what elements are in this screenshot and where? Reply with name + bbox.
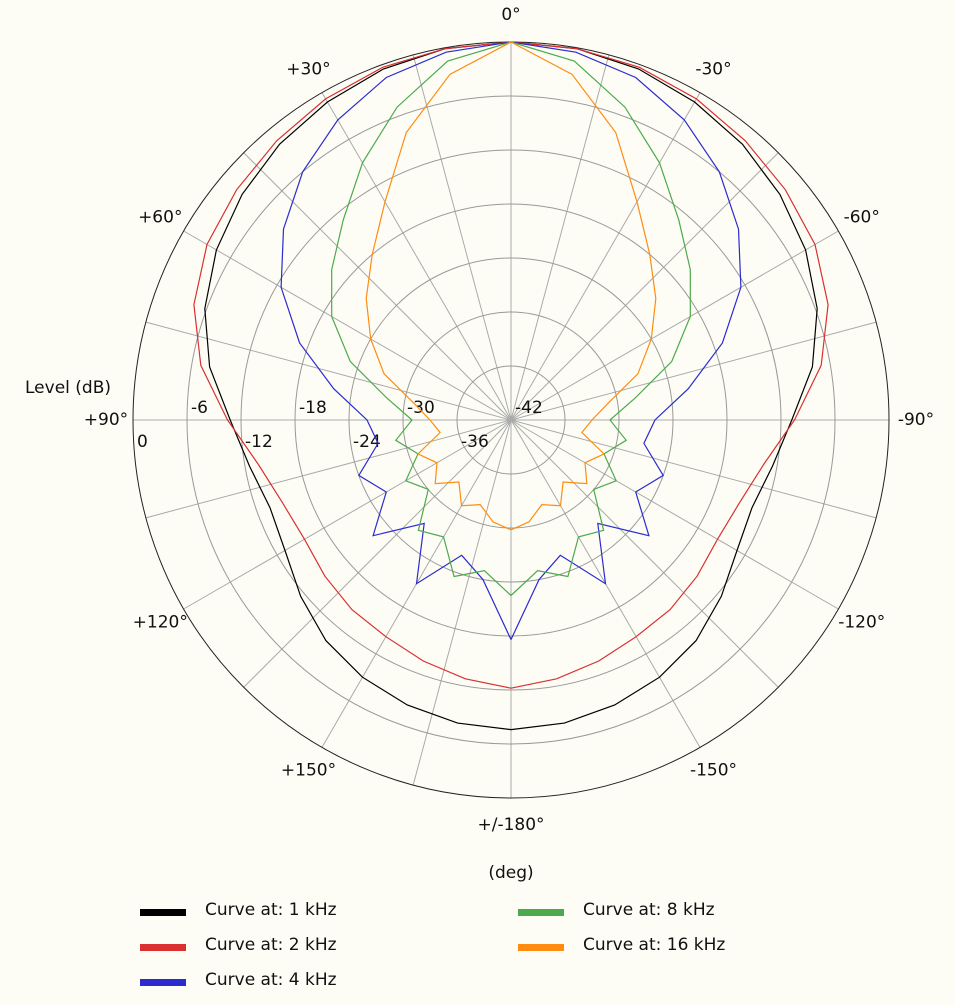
- angle-tick-label: -60°: [844, 208, 880, 228]
- radial-axis-label: Level (dB): [25, 378, 111, 398]
- angle-tick-label: +120°: [133, 613, 188, 633]
- angle-tick-label: +90°: [84, 410, 128, 430]
- minor-spoke: [413, 55, 511, 420]
- legend-label: Curve at: 2 kHz: [205, 935, 337, 955]
- minor-spoke: [511, 153, 778, 420]
- legend-swatch: [518, 909, 564, 916]
- spoke: [511, 420, 838, 609]
- radial-tick-label: -12: [245, 432, 273, 452]
- minor-spoke: [511, 322, 876, 420]
- angle-tick-label: -90°: [898, 410, 934, 430]
- minor-spoke: [511, 420, 778, 687]
- angle-tick-label: +150°: [281, 761, 336, 781]
- spoke: [322, 93, 511, 420]
- angle-tick-label: 0°: [501, 5, 520, 25]
- spoke: [511, 231, 838, 420]
- radial-tick-label: -18: [299, 398, 327, 418]
- angle-tick-label: +60°: [138, 208, 182, 228]
- angle-tick-label: -150°: [690, 761, 737, 781]
- radial-tick-label: -42: [515, 398, 543, 418]
- minor-spoke: [244, 153, 511, 420]
- radial-tick-label: -24: [353, 432, 381, 452]
- minor-spoke: [244, 420, 511, 687]
- spoke: [184, 231, 511, 420]
- legend-label: Curve at: 8 kHz: [583, 900, 715, 920]
- legend-swatch: [140, 909, 186, 916]
- legend-label: Curve at: 1 kHz: [205, 900, 337, 920]
- minor-spoke: [511, 420, 876, 518]
- angle-tick-label: +/-180°: [477, 815, 544, 835]
- radial-tick-label: -6: [191, 398, 208, 418]
- angle-tick-label: -120°: [838, 613, 885, 633]
- legend-label: Curve at: 16 kHz: [583, 935, 725, 955]
- radial-tick-label: 0: [137, 432, 148, 452]
- legend-swatch: [140, 979, 186, 986]
- angle-tick-label: -30°: [695, 59, 731, 79]
- minor-spoke: [511, 55, 609, 420]
- legend-label: Curve at: 4 kHz: [205, 970, 337, 990]
- radial-tick-label: -36: [461, 432, 489, 452]
- legend-swatch: [140, 944, 186, 951]
- legend-swatch: [518, 944, 564, 951]
- angle-tick-label: +30°: [286, 59, 330, 79]
- minor-spoke: [413, 420, 511, 785]
- angle-axis-label: (deg): [488, 863, 533, 883]
- spoke: [511, 93, 700, 420]
- chart: Level (dB) (deg) 0° +30° +60° +90° +120° +150…: [0, 0, 954, 1006]
- minor-spoke: [146, 420, 511, 518]
